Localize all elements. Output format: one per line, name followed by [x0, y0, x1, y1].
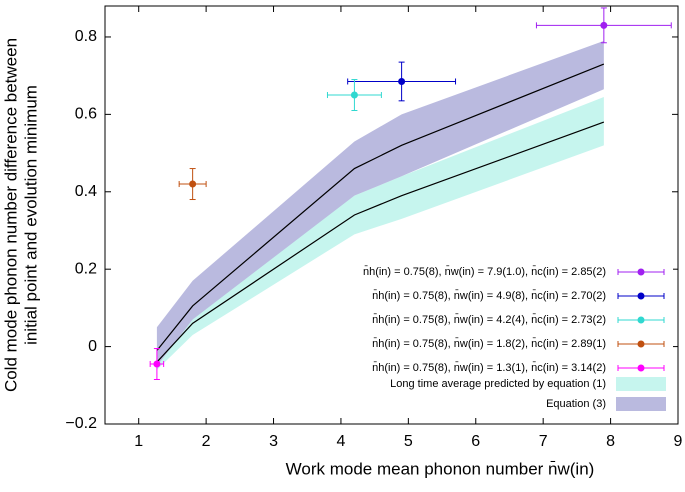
point [600, 21, 608, 29]
y-tick-label: 0.4 [75, 183, 97, 200]
x-tick-label: 1 [134, 433, 143, 450]
band [156, 40, 604, 366]
band-line [156, 63, 605, 351]
x-tick-label: 9 [674, 433, 683, 450]
legend-swatch [616, 377, 666, 391]
y-tick-label: 0.8 [75, 28, 97, 45]
x-tick-label: 6 [471, 433, 480, 450]
x-tick-label: 8 [606, 433, 615, 450]
legend-dot [637, 316, 645, 324]
band [156, 96, 604, 370]
legend-label: n̄h(in) = 0.75(8), n̄w(in) = 4.2(4), n̄c… [372, 313, 606, 326]
legend-dot [637, 268, 645, 276]
legend-label: n̄h(in) = 0.75(8), n̄w(in) = 1.8(2), n̄c… [372, 337, 606, 350]
legend-dot [637, 292, 645, 300]
y-tick-label: 0 [88, 338, 97, 355]
point [153, 360, 161, 368]
legend-label: n̄h(in) = 0.75(8), n̄w(in) = 1.3(1), n̄c… [372, 361, 606, 374]
x-axis-label: Work mode mean phonon number n̄w(in) [286, 459, 595, 478]
x-tick-label: 2 [202, 433, 211, 450]
point [350, 91, 358, 99]
point [189, 180, 197, 188]
plot-frame [104, 5, 679, 425]
y-tick-label: 0.2 [75, 260, 97, 277]
y-tick-label: 0.6 [75, 106, 97, 123]
legend-label: Long time average predicted by equation … [390, 378, 606, 390]
x-tick-label: 4 [336, 433, 345, 450]
x-tick-label: 3 [269, 433, 278, 450]
point [398, 77, 406, 85]
legend-dot [637, 340, 645, 348]
x-tick-label: 5 [404, 433, 413, 450]
legend-label: n̄h(in) = 0.75(8), n̄w(in) = 7.9(1.0), n… [363, 265, 606, 278]
legend-label: Equation (3) [546, 398, 606, 410]
x-tick-label: 7 [539, 433, 548, 450]
legend-label: n̄h(in) = 0.75(8), n̄w(in) = 4.9(8), n̄c… [372, 289, 606, 302]
y-axis-label: initial point and evolution minimum [21, 85, 40, 345]
legend-dot [637, 364, 645, 372]
y-tick-label: −0.2 [65, 415, 97, 432]
band-line [156, 121, 605, 363]
legend-swatch [616, 397, 666, 411]
y-axis-label: Cold mode phonon number difference betwe… [1, 38, 20, 392]
